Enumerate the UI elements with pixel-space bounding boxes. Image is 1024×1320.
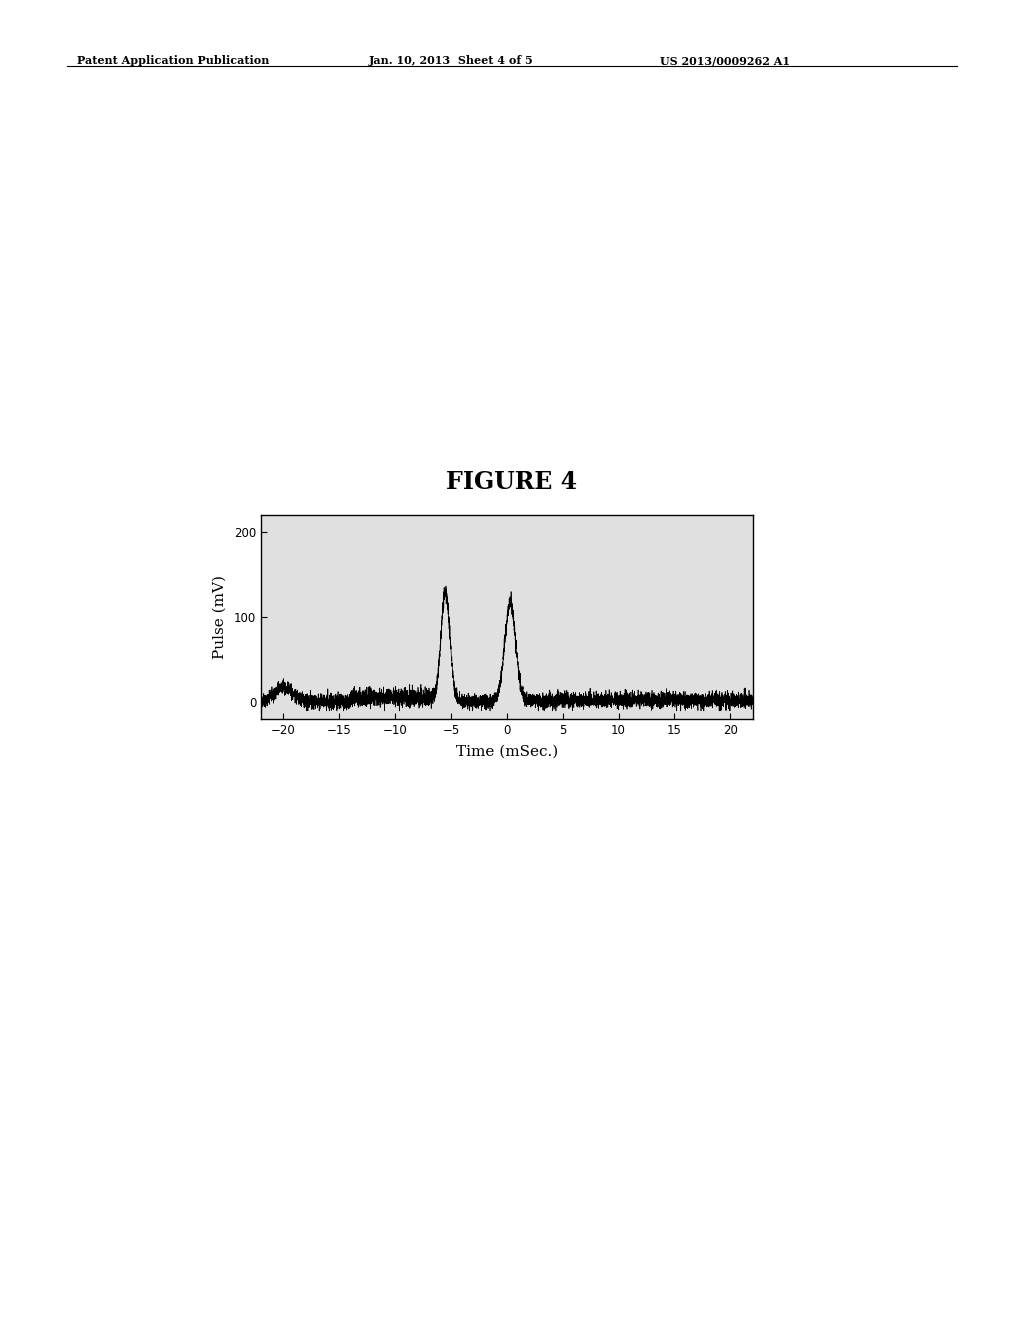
Text: Jan. 10, 2013  Sheet 4 of 5: Jan. 10, 2013 Sheet 4 of 5	[369, 55, 534, 66]
Text: FIGURE 4: FIGURE 4	[446, 470, 578, 494]
X-axis label: Time (mSec.): Time (mSec.)	[456, 744, 558, 758]
Y-axis label: Pulse (mV): Pulse (mV)	[213, 576, 227, 659]
Text: Patent Application Publication: Patent Application Publication	[77, 55, 269, 66]
Text: US 2013/0009262 A1: US 2013/0009262 A1	[660, 55, 791, 66]
